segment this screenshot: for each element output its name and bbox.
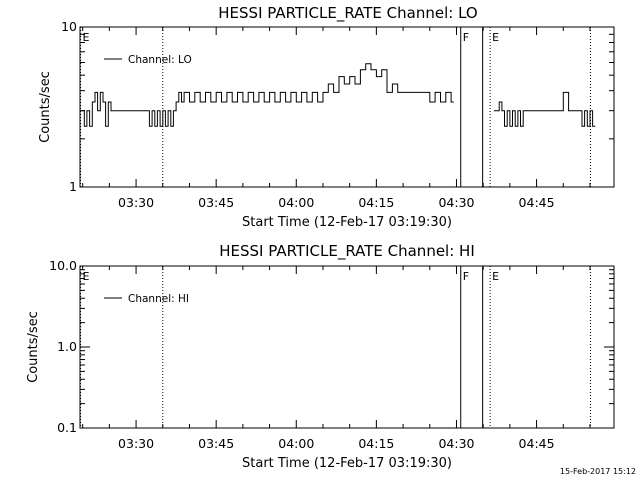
chart-lo-frame [79,26,615,188]
chart-hi-xlabel: Start Time (12-Feb-17 03:19:30) [242,456,452,471]
chart-hi-legend-label: Channel: HI [128,293,189,305]
chart-hi-ticks: 03:30 03:45 04:00 04:15 04:30 04:45 0.1 1.0 10.0 [49,258,614,451]
chart-hi: HESSI PARTICLE_RATE Channel: HI 03:30 03:… [26,242,615,471]
x-tick-label: 04:00 [278,195,314,210]
y-tick-label: 1.0 [57,339,77,354]
x-tick-label: 04:30 [438,436,474,451]
x-tick-label: 03:45 [198,436,234,451]
event-marker-label: E [83,31,90,44]
y-tick-label: 10 [61,19,77,34]
x-tick-label: 03:45 [198,195,234,210]
chart-hi-title: HESSI PARTICLE_RATE Channel: HI [219,242,475,261]
x-tick-label: 04:30 [438,195,474,210]
x-tick-label: 04:15 [358,195,394,210]
event-marker-label: E [83,270,90,283]
chart-lo-legend: Channel: LO [104,54,192,66]
chart-lo-xlabel: Start Time (12-Feb-17 03:19:30) [242,215,452,230]
chart-hi-frame [79,265,615,429]
footer-timestamp: 15-Feb-2017 15:12 [560,467,636,476]
y-tick-label: 1 [69,179,77,194]
x-tick-label: 04:00 [278,436,314,451]
x-tick-label: 04:45 [519,195,555,210]
chart-lo-legend-label: Channel: LO [128,54,192,66]
chart-hi-ylabel: Counts/sec [26,311,41,383]
chart-hi-legend: Channel: HI [104,293,189,305]
chart-lo: HESSI PARTICLE_RATE Channel: LO 03:30 03:… [38,4,615,230]
x-tick-label: 04:45 [519,436,555,451]
series-line [81,63,454,127]
event-marker-label: E [492,270,499,283]
y-tick-label: 0.1 [57,420,77,435]
chart-lo-title: HESSI PARTICLE_RATE Channel: LO [218,4,477,23]
series-line [493,91,596,127]
chart-lo-ticks: 03:30 03:45 04:00 04:15 04:30 04:45 1 10 [61,19,614,210]
x-tick-label: 03:30 [118,436,154,451]
chart-lo-series [81,63,596,127]
event-marker-label: F [463,31,469,44]
event-marker-label: E [492,31,499,44]
event-marker-label: F [463,270,469,283]
y-tick-label: 10.0 [49,258,77,273]
x-tick-label: 03:30 [118,195,154,210]
x-tick-label: 04:15 [358,436,394,451]
chart-lo-ylabel: Counts/sec [38,71,53,143]
